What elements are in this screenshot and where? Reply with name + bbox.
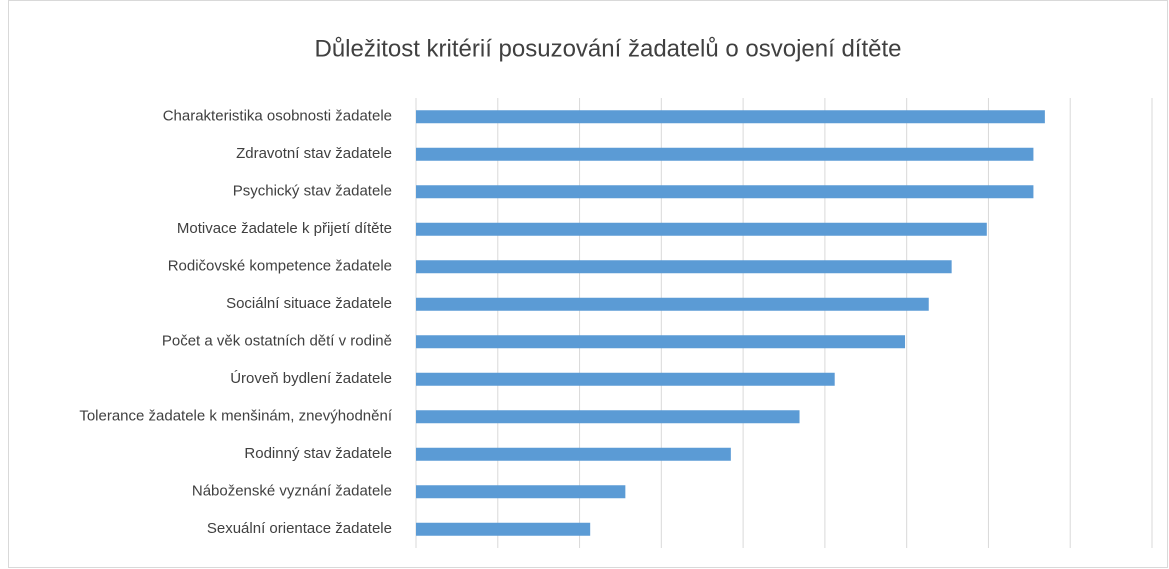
bar xyxy=(416,485,626,499)
y-tick-label: Zdravotní stav žadatele xyxy=(236,145,392,162)
bar xyxy=(416,410,800,424)
y-tick-label: Motivace žadatele k přijetí dítěte xyxy=(177,220,392,237)
chart-frame xyxy=(8,0,1168,568)
bar xyxy=(416,372,835,386)
y-tick-label: Rodinný stav žadatele xyxy=(244,445,392,462)
bar xyxy=(416,522,591,536)
y-tick-label: Rodičovské kompetence žadatele xyxy=(168,258,392,275)
bar xyxy=(416,222,987,236)
y-tick-label: Náboženské vyznání žadatele xyxy=(192,483,392,500)
bar xyxy=(416,447,731,461)
y-tick-label: Sociální situace žadatele xyxy=(226,295,392,312)
y-tick-label: Sexuální orientace žadatele xyxy=(207,520,392,537)
chart-title: Důležitost kritérií posuzování žadatelů … xyxy=(315,35,902,62)
y-tick-label: Tolerance žadatele k menšinám, znevýhodn… xyxy=(79,408,393,425)
y-tick-label: Úroveň bydlení žadatele xyxy=(230,370,392,387)
bar xyxy=(416,185,1034,199)
bar xyxy=(416,147,1034,161)
y-tick-label: Počet a věk ostatních dětí v rodině xyxy=(162,333,392,350)
bar xyxy=(416,335,906,349)
bar xyxy=(416,297,929,311)
y-tick-label: Psychický stav žadatele xyxy=(233,183,392,200)
y-tick-label: Charakteristika osobnosti žadatele xyxy=(163,108,392,125)
bar xyxy=(416,260,952,274)
bar xyxy=(416,110,1045,124)
